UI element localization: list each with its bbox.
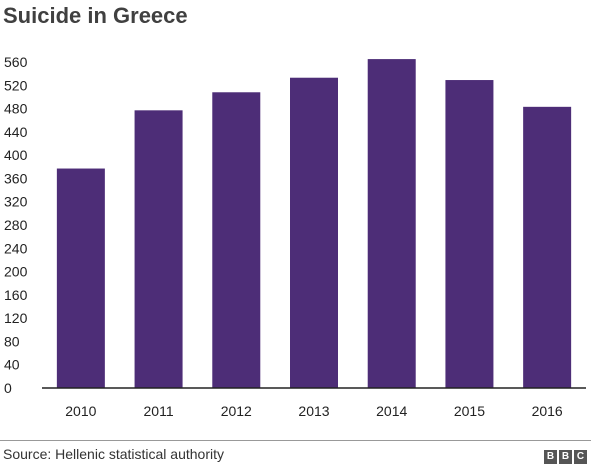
y-tick-label: 0 <box>4 380 12 396</box>
y-tick-label: 360 <box>4 170 28 186</box>
bbc-logo: B B C <box>544 450 587 464</box>
x-tick-label: 2012 <box>221 403 252 419</box>
y-tick-label: 440 <box>4 124 28 140</box>
y-tick-label: 400 <box>4 147 28 163</box>
logo-letter: C <box>574 450 587 464</box>
y-axis: 0 40 80 120 160 200 240 280 320 360 400 440 480 520 56… <box>4 54 28 396</box>
x-tick-label: 2015 <box>454 403 485 419</box>
x-tick-label: 2013 <box>298 403 329 419</box>
y-tick-label: 240 <box>4 240 28 256</box>
logo-letter: B <box>544 450 557 464</box>
y-tick-label: 560 <box>4 54 28 70</box>
x-tick-label: 2016 <box>532 403 563 419</box>
y-tick-label: 520 <box>4 77 28 93</box>
y-tick-label: 480 <box>4 101 28 117</box>
bar-2010 <box>56 168 105 388</box>
source-note: Source: Hellenic statistical authority <box>3 446 224 462</box>
x-tick-label: 2010 <box>65 403 96 419</box>
logo-letter: B <box>559 450 572 464</box>
bar-2014 <box>367 59 416 388</box>
chart-title: Suicide in Greece <box>3 3 188 28</box>
y-tick-label: 280 <box>4 217 28 233</box>
footer-divider <box>0 440 591 441</box>
y-tick-label: 40 <box>4 357 20 373</box>
y-tick-label: 200 <box>4 264 28 280</box>
y-tick-label: 120 <box>4 310 28 326</box>
bar-2013 <box>290 77 338 388</box>
x-tick-label: 2011 <box>144 403 174 419</box>
x-axis: 2010 2011 2012 2013 2014 2015 2016 <box>65 403 563 419</box>
x-tick-label: 2014 <box>376 403 407 419</box>
y-tick-label: 160 <box>4 287 28 303</box>
bars <box>56 59 572 389</box>
bar-2015 <box>445 80 494 389</box>
bar-2011 <box>134 110 183 388</box>
bar-2012 <box>212 92 261 389</box>
y-tick-label: 320 <box>4 194 28 210</box>
y-tick-label: 80 <box>4 333 20 349</box>
bar-2016 <box>523 106 572 388</box>
